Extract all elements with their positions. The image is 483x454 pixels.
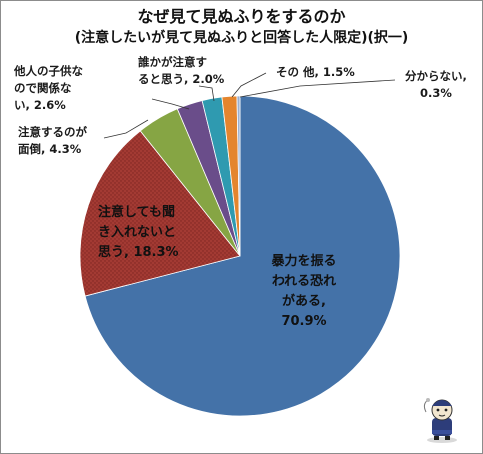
slice-label-sonota: その 他, 1.5% — [276, 65, 355, 79]
chart-subtitle: (注意したいが見て見ぬふりと回答した人限定)(択一) — [74, 30, 409, 46]
slice-label-kikiirenai: 注意しても聞 き入れないと 思う, 18.3% — [98, 205, 179, 260]
leader-line-wakaranai — [239, 79, 396, 98]
chart-title: なぜ見て見ぬふりをするのか — [137, 7, 346, 26]
slice-label-bouryoku: 暴力を振る われる恐れ がある, 70.9% — [271, 254, 337, 329]
leader-line-kankeinai — [151, 98, 190, 110]
chart-title-block: なぜ見て見ぬふりをするのか (注意したいが見て見ぬふりと回答した人限定)(択一) — [0, 6, 483, 48]
slice-label-wakaranai: 分からない, 0.3% — [405, 69, 467, 100]
slice-label-kankeinai: 他人の子供な ので関係な い, 2.6% — [14, 64, 83, 112]
slice-kikiirenai — [79, 130, 241, 297]
slice-label-mendou: 注意するのが 面倒, 4.3% — [18, 125, 87, 156]
slice-wakaranai — [236, 95, 241, 257]
leader-line-dareka — [198, 85, 215, 102]
slice-bouryoku — [84, 95, 401, 417]
leader-line-sonota — [231, 72, 267, 98]
mascot-logo — [423, 398, 457, 443]
leader-line-mendou — [103, 119, 149, 139]
slice-label-dareka: 誰かが注意す ると思う, 2.0% — [138, 55, 225, 86]
